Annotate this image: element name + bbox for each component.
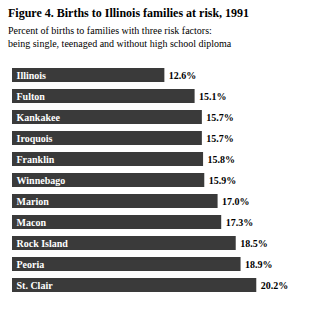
html-text:Figure 4. Births to Illinois f: Figure 4. Births to Illinois families at…: [8, 6, 250, 20]
svg-text:Kankakee: Kankakee: [17, 112, 61, 123]
svg-text:15.1%: 15.1%: [199, 91, 227, 102]
svg-text:St. Clair: St. Clair: [17, 280, 54, 291]
svg-text:17.0%: 17.0%: [222, 196, 250, 207]
svg-text:Peoria: Peoria: [17, 259, 45, 270]
svg-text:Macon: Macon: [17, 217, 47, 228]
svg-text:15.7%: 15.7%: [206, 112, 234, 123]
svg-text:15.8%: 15.8%: [208, 154, 236, 165]
svg-text:18.5%: 18.5%: [240, 238, 268, 249]
svg-text:Iroquois: Iroquois: [17, 133, 53, 144]
svg-text:Fulton: Fulton: [17, 91, 46, 102]
svg-text:15.7%: 15.7%: [206, 133, 234, 144]
svg-text:12.6%: 12.6%: [169, 70, 197, 81]
svg-text:Rock Island: Rock Island: [17, 238, 69, 249]
html-text:Percent of births to families: Percent of births to families with three…: [8, 25, 232, 49]
svg-text:Franklin: Franklin: [17, 154, 55, 165]
svg-text:Winnebago: Winnebago: [17, 175, 66, 186]
svg-text:18.9%: 18.9%: [245, 259, 273, 270]
svg-text:Marion: Marion: [17, 196, 50, 207]
svg-text:20.2%: 20.2%: [261, 280, 289, 291]
svg-text:17.3%: 17.3%: [226, 217, 254, 228]
svg-text:15.9%: 15.9%: [209, 175, 237, 186]
svg-text:Illinois: Illinois: [17, 70, 47, 81]
